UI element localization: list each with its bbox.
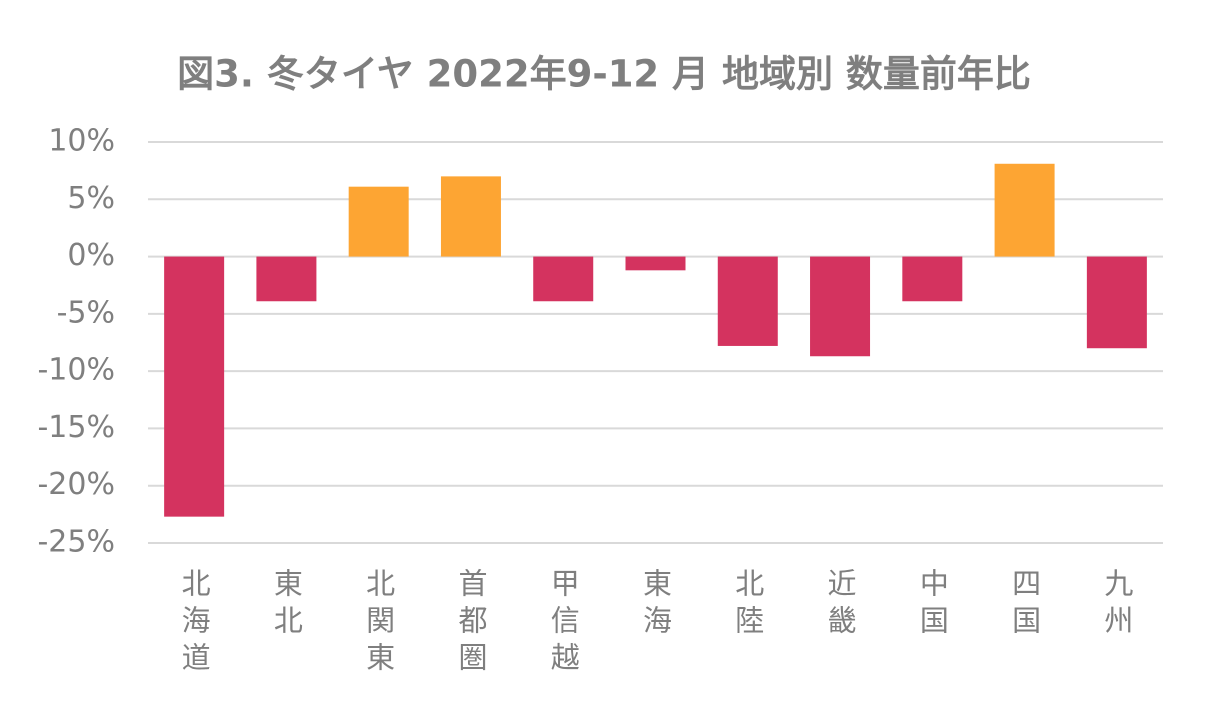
x-tick-label: 四国 — [1008, 568, 1042, 642]
bar — [994, 163, 1055, 257]
x-tick-label: 北関東 — [362, 568, 396, 679]
bar — [810, 256, 871, 357]
x-tick-label: 東北 — [269, 568, 303, 642]
y-tick-label: -15% — [37, 410, 115, 445]
x-tick-label: 北陸 — [731, 568, 765, 642]
bar — [440, 176, 501, 257]
x-tick-label: 甲信越 — [546, 568, 580, 679]
x-tick-label: 九州 — [1100, 568, 1134, 642]
y-tick-label: 0% — [67, 238, 115, 273]
bar — [625, 256, 686, 271]
y-tick-label: 10% — [48, 124, 115, 159]
x-tick-label: 首都圏 — [454, 568, 488, 679]
x-tick-label: 近畿 — [823, 568, 857, 642]
x-tick-label: 東海 — [639, 568, 673, 642]
bar — [533, 256, 594, 302]
bar — [902, 256, 963, 302]
chart-title: 図3. 冬タイヤ 2022年9-12 月 地域別 数量前年比 — [177, 53, 1031, 96]
bar — [1086, 256, 1147, 349]
y-tick-label: 5% — [67, 181, 115, 216]
bar — [164, 256, 225, 517]
x-tick-label: 北海道 — [177, 568, 211, 679]
bar — [348, 186, 409, 257]
y-tick-label: -20% — [37, 467, 115, 502]
y-tick-label: -10% — [37, 353, 115, 388]
bar — [717, 256, 778, 346]
y-tick-label: -25% — [37, 525, 115, 560]
x-tick-label: 中国 — [915, 568, 949, 642]
y-tick-label: -5% — [57, 295, 115, 330]
bar — [256, 256, 317, 302]
